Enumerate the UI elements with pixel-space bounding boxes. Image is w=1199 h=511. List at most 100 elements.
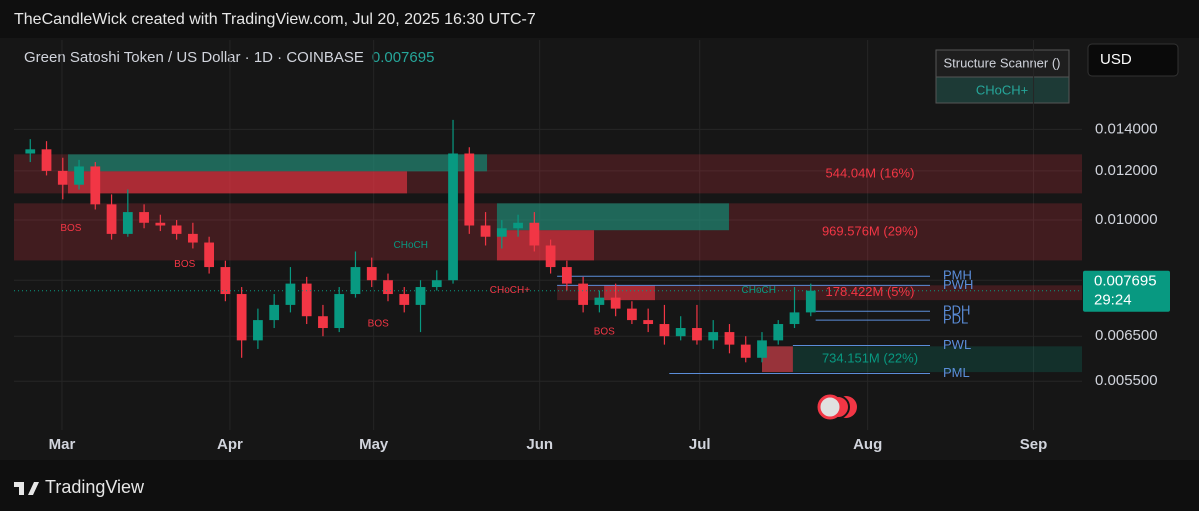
candle-body — [448, 153, 458, 281]
zone — [67, 171, 408, 194]
candle-body — [204, 242, 215, 268]
candle-body — [561, 267, 572, 284]
candle-body — [334, 294, 345, 329]
x-tick-label: Jul — [689, 436, 711, 453]
candle-body — [659, 324, 670, 337]
event-flags[interactable] — [817, 394, 857, 420]
candle-body — [399, 294, 410, 305]
currency[interactable]: USD — [1100, 51, 1132, 68]
candle-body — [708, 332, 719, 341]
x-tick-label: Mar — [49, 436, 76, 453]
y-tick-label: 0.006500 — [1095, 327, 1158, 344]
last-price: 0.007695 — [372, 49, 435, 66]
level-label: PWH — [943, 277, 973, 292]
level-label: PWL — [943, 337, 971, 352]
x-tick-label: Apr — [217, 436, 243, 453]
candle-body — [545, 245, 556, 268]
candle-body — [724, 332, 735, 345]
candle-body — [318, 316, 328, 329]
zone-label: 544.04M (16%) — [826, 165, 915, 180]
candle-body — [383, 280, 393, 295]
candle-body — [74, 166, 84, 185]
zone-label: 969.576M (29%) — [822, 223, 918, 238]
zone-label: 178.422M (5%) — [826, 284, 915, 299]
candle-body — [220, 267, 231, 295]
candle-body — [610, 297, 621, 309]
candle-body — [805, 290, 816, 313]
zone — [604, 285, 655, 301]
candle-body — [529, 222, 540, 246]
candle-body — [464, 153, 475, 226]
price-tag — [1083, 270, 1170, 312]
x-tick-label: Aug — [853, 436, 882, 453]
candle-body — [187, 233, 198, 243]
level-label: PDH — [943, 303, 970, 318]
candle-body — [301, 283, 312, 317]
level-label: PML — [943, 365, 970, 380]
level-label: PMH — [943, 268, 972, 283]
logo-mark — [14, 482, 39, 495]
candle-body — [106, 204, 117, 234]
candle-body — [578, 283, 589, 305]
annotation: CHoCH — [742, 285, 776, 296]
logo: TradingView — [14, 477, 145, 497]
price-tag-value: 0.007695 — [1094, 273, 1157, 290]
candle-body — [594, 297, 605, 305]
level-label: PDL — [943, 312, 968, 327]
x-tick-label: Jun — [526, 436, 553, 453]
x-tick-label: Sep — [1020, 436, 1048, 453]
candle-body — [627, 308, 637, 321]
y-tick-label: 0.012000 — [1095, 162, 1158, 179]
candle-body — [496, 228, 507, 237]
indicator-value-box — [935, 76, 1070, 104]
zone — [761, 346, 793, 373]
annotation: BOS — [368, 319, 389, 330]
candle-body — [25, 149, 36, 154]
chart-panel — [0, 38, 1199, 460]
annotation: CHoCH — [394, 240, 428, 251]
candle-body — [480, 225, 491, 237]
candle-body — [415, 287, 426, 305]
candle-body — [57, 170, 68, 185]
zone — [496, 230, 595, 261]
candle-body — [253, 320, 263, 341]
candle-body — [431, 280, 442, 288]
header: TheCandleWick created with TradingView.c… — [14, 11, 536, 28]
zone-label: 734.151M (22%) — [822, 351, 918, 366]
y-tick-label: 0.005500 — [1095, 372, 1158, 389]
candle-body — [41, 149, 52, 171]
plot-area — [14, 40, 1082, 430]
candle-body — [122, 212, 133, 234]
zone — [557, 285, 1082, 301]
candle-body — [155, 222, 166, 226]
candle-body — [789, 312, 800, 325]
candle-body — [350, 267, 361, 295]
candle-body — [90, 166, 101, 205]
y-tick-label: 0.014000 — [1095, 120, 1158, 137]
candle-body — [643, 320, 654, 325]
annotation: BOS — [60, 223, 81, 234]
zone — [761, 346, 1082, 373]
candle-body — [513, 222, 523, 229]
candle-body — [285, 283, 296, 305]
indicator-name: Structure Scanner () — [943, 55, 1060, 70]
flag-icon[interactable] — [817, 394, 843, 420]
currency-button[interactable] — [1087, 43, 1179, 77]
y-tick-label: 0.010000 — [1095, 211, 1158, 228]
candle-body — [139, 212, 149, 223]
candle-body — [675, 328, 686, 337]
candle-body — [773, 324, 784, 341]
candle-body — [692, 328, 702, 341]
annotation: BOS — [594, 327, 615, 338]
candle-body — [757, 340, 767, 358]
candle-body — [366, 267, 377, 281]
candle-body — [236, 294, 247, 341]
candle-body — [269, 304, 280, 321]
candle-body — [171, 225, 182, 234]
annotation: CHoCH+ — [490, 285, 530, 296]
price-tag-countdown: 29:24 — [1094, 292, 1132, 309]
indicator-value: CHoCH+ — [976, 82, 1028, 97]
footer: TradingView — [45, 477, 145, 497]
